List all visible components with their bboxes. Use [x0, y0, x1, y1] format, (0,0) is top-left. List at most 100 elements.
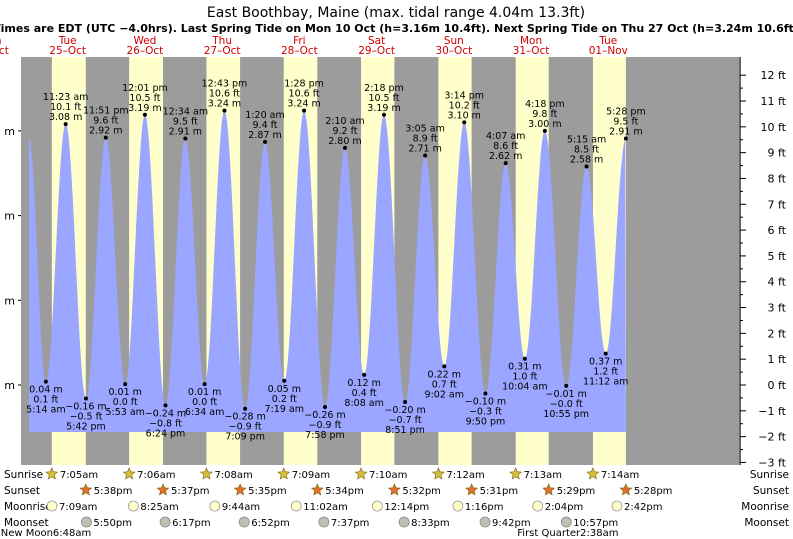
chart-title: East Boothbay, Maine (max. tidal range 4… [207, 5, 585, 21]
high-tide-point [584, 164, 589, 169]
sunset-icon [619, 483, 633, 496]
day-date: 29–Oct [358, 45, 395, 57]
moonrise-icon [611, 500, 623, 512]
right-axis-tick-label: 11 ft [761, 95, 787, 108]
sunset-time: 5:28pm [634, 486, 673, 497]
right-axis-tick-label: 7 ft [768, 198, 787, 211]
high-tide-time: 12:01 pm [122, 83, 168, 94]
chart-subtitle: Times are EDT (UTC −4.0hrs). Last Spring… [0, 22, 793, 35]
left-axis-tick-label: 3 m [0, 125, 15, 138]
high-tide-time: 11:51 pm [83, 106, 129, 117]
moonrise-time: 7:09am [59, 502, 97, 513]
low-tide-time: 9:50 pm [466, 416, 506, 427]
low-tide-point [84, 396, 89, 401]
high-tide-point [503, 161, 508, 166]
low-tide-height-m: −0.28 m [224, 412, 265, 423]
moonrise-time: 2:42pm [624, 502, 663, 513]
sunrise-time: 7:09am [292, 470, 330, 481]
low-tide-height-ft: −0.3 ft [469, 406, 502, 417]
high-tide-height-ft: 10.5 ft [368, 93, 399, 104]
low-tide-height-ft: −0.7 ft [389, 415, 422, 426]
moonset-time: 6:52pm [251, 518, 290, 529]
moonrise-icon [209, 500, 221, 512]
moonrise-time: 12:14pm [384, 502, 429, 513]
low-tide-point [403, 399, 408, 404]
low-tide-time: 10:55 pm [543, 409, 589, 420]
day-headers: Mon24–OctTue25–OctWed26–OctThu27–OctFri2… [0, 35, 628, 57]
astro-rows: Sunrise Sunrise Sunset Sunset Moonrise Moonri… [1, 467, 789, 539]
low-tide-point [282, 378, 287, 383]
moonset-icon [159, 516, 171, 528]
moonset-time: 7:37pm [331, 518, 370, 529]
low-tide-point [243, 406, 248, 411]
moonset-icon [398, 516, 410, 528]
sunrise-icon [431, 467, 445, 480]
moonrise-icon [371, 500, 383, 512]
day-date: 01–Nov [589, 45, 628, 57]
day-of-week: Sun [444, 35, 464, 47]
sunrise-icon [45, 467, 59, 480]
low-tide-height-m: 0.22 m [428, 369, 461, 380]
high-tide-point [342, 145, 347, 150]
high-tide-height-m: 3.08 m [49, 112, 82, 123]
sunset-icon [465, 483, 479, 496]
moonset-icon [560, 516, 572, 528]
low-tide-point [123, 382, 128, 387]
high-tide-height-ft: 9.4 ft [253, 120, 278, 131]
high-tide-height-m: 2.58 m [570, 154, 603, 165]
high-tide-height-m: 3.10 m [447, 110, 480, 121]
low-tide-point [323, 405, 328, 410]
row-label-right: Sunset [753, 485, 789, 497]
high-tide-point [263, 139, 268, 144]
low-tide-height-m: −0.01 m [545, 389, 586, 400]
row-label-right: Moonrise [741, 501, 789, 513]
sunset-icon [79, 483, 93, 496]
moonset-time: 8:33pm [411, 518, 450, 529]
high-tide-time: 1:20 am [245, 110, 284, 121]
low-tide-height-ft: 0.7 ft [432, 379, 457, 390]
high-tide-time: 3:14 pm [444, 90, 484, 101]
high-tide-height-ft: 9.2 ft [332, 126, 357, 137]
low-tide-time: 9:02 am [425, 389, 464, 400]
low-tide-time: 10:04 am [502, 382, 547, 393]
high-tide-point [623, 136, 628, 141]
sunset-icon [156, 483, 170, 496]
low-tide-point [202, 382, 207, 387]
right-axis: 12 ft 11 ft 10 ft 9 ft 8 ft 7 ft 6 ft 5 ft 4 ft 3… [740, 69, 787, 469]
high-tide-height-m: 3.24 m [208, 99, 241, 110]
sunrise-time: 7:06am [137, 470, 175, 481]
low-tide-height-m: 0.31 m [508, 362, 541, 373]
day-of-week: Mon [0, 35, 1, 47]
sunset-time: 5:38pm [94, 486, 133, 497]
low-tide-time: 7:19 am [265, 404, 304, 415]
high-tide-height-m: 2.80 m [328, 136, 361, 147]
high-tide-height-m: 2.62 m [489, 151, 522, 162]
moonrise-time: 2:04pm [545, 502, 584, 513]
day-of-week: Thu [211, 35, 232, 47]
low-tide-height-ft: 1.2 ft [593, 367, 618, 378]
low-tide-height-ft: 0.0 ft [192, 397, 217, 408]
high-tide-point [302, 108, 307, 113]
day-of-week: Fri [293, 35, 306, 47]
low-tide-height-ft: 0.2 ft [272, 394, 297, 405]
low-tide-height-ft: −0.8 ft [149, 418, 182, 429]
row-label-left: Moonset [4, 517, 49, 529]
moonrise-icon [290, 500, 302, 512]
left-axis-tick-label: 0 m [0, 379, 15, 392]
right-axis-tick-label: 4 ft [768, 276, 787, 289]
low-tide-time: 6:24 pm [146, 428, 186, 439]
high-tide-point [142, 112, 147, 117]
sunset-time: 5:29pm [557, 486, 596, 497]
high-tide-point [103, 135, 108, 140]
low-tide-height-m: −0.16 m [65, 402, 106, 413]
low-tide-height-ft: 0.0 ft [113, 397, 138, 408]
sunset-time: 5:31pm [480, 486, 519, 497]
sunrise-icon [509, 467, 523, 480]
sunset-icon [542, 483, 556, 496]
day-of-week: Sat [368, 35, 385, 47]
low-tide-height-ft: −0.5 ft [70, 412, 103, 423]
day-date: 26–Oct [127, 45, 164, 57]
day-date: 28–Oct [281, 45, 318, 57]
